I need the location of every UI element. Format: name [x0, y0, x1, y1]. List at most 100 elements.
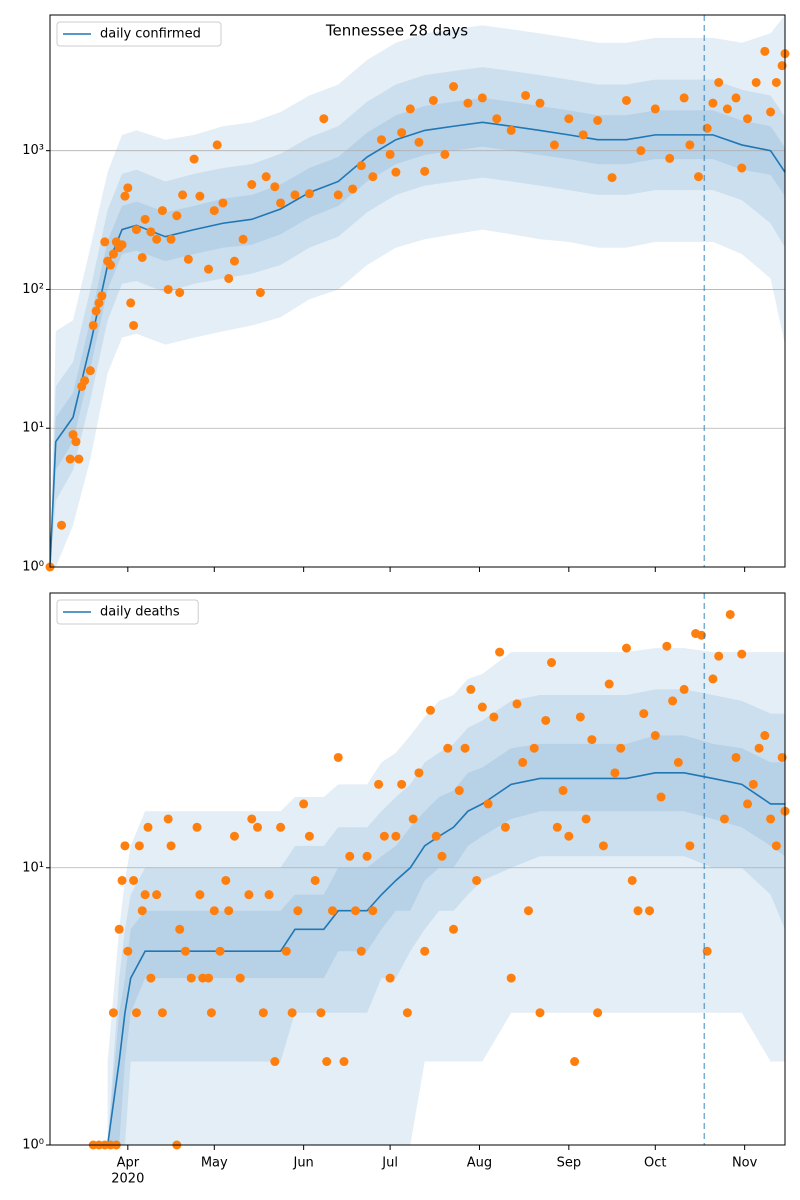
x-tick-label: Apr	[117, 1156, 140, 1171]
data-point	[117, 240, 127, 250]
data-point	[299, 799, 309, 809]
data-point	[108, 1008, 118, 1018]
data-point	[224, 273, 234, 283]
data-point	[80, 376, 90, 386]
y-tick-label: 10¹	[22, 860, 44, 875]
data-point	[304, 831, 314, 841]
data-point	[88, 320, 98, 330]
data-point	[71, 437, 81, 447]
data-point	[140, 890, 150, 900]
data-point	[604, 679, 614, 689]
data-point	[215, 946, 225, 956]
data-point	[743, 114, 753, 124]
data-point	[374, 779, 384, 789]
data-point	[100, 237, 110, 247]
data-point	[414, 768, 424, 778]
x-tick-label: Jul	[381, 1156, 398, 1171]
data-point	[247, 180, 257, 190]
data-point	[616, 743, 626, 753]
y-tick-label: 10¹	[22, 421, 44, 436]
uncertainty-band	[50, 15, 785, 567]
data-point	[466, 684, 476, 694]
data-point	[117, 875, 127, 885]
data-point	[238, 234, 248, 244]
data-point	[694, 172, 704, 182]
data-point	[152, 890, 162, 900]
data-point	[665, 153, 675, 163]
data-point	[356, 161, 366, 171]
data-point	[760, 46, 770, 56]
data-point	[777, 752, 787, 762]
data-point	[131, 225, 141, 235]
data-point	[276, 822, 286, 832]
data-point	[316, 1008, 326, 1018]
data-point	[212, 140, 222, 150]
data-point	[91, 306, 101, 316]
data-point	[771, 841, 781, 851]
data-point	[460, 743, 470, 753]
data-point	[74, 454, 84, 464]
data-point	[152, 234, 162, 244]
data-point	[731, 93, 741, 103]
legend-label: daily deaths	[100, 605, 180, 620]
data-point	[512, 699, 522, 709]
data-point	[186, 973, 196, 983]
data-point	[523, 906, 533, 916]
data-point	[276, 198, 286, 208]
data-point	[129, 875, 139, 885]
data-point	[68, 430, 78, 440]
data-point	[247, 814, 257, 824]
data-point	[345, 851, 355, 861]
data-point	[94, 298, 104, 308]
data-point	[549, 140, 559, 150]
data-point	[593, 116, 603, 126]
data-point	[397, 128, 407, 138]
data-point	[290, 190, 300, 200]
data-point	[397, 779, 407, 789]
data-point	[209, 906, 219, 916]
data-point	[454, 786, 464, 796]
data-point	[85, 366, 95, 376]
data-point	[385, 973, 395, 983]
data-point	[593, 1008, 603, 1018]
data-point	[322, 1057, 332, 1067]
data-point	[420, 946, 430, 956]
data-point	[114, 924, 124, 934]
data-point	[333, 190, 343, 200]
data-point	[163, 814, 173, 824]
data-point	[224, 906, 234, 916]
data-point	[722, 104, 732, 114]
data-point	[157, 1008, 167, 1018]
data-point	[731, 752, 741, 762]
data-point	[575, 712, 585, 722]
x-tick-label: Oct	[644, 1156, 666, 1171]
data-point	[748, 779, 758, 789]
data-point	[425, 705, 435, 715]
data-point	[570, 1057, 580, 1067]
data-point	[598, 841, 608, 851]
data-point	[766, 814, 776, 824]
data-point	[477, 702, 487, 712]
uncertainty-band	[107, 735, 786, 1145]
y-tick-label: 10⁰	[22, 560, 44, 575]
data-point	[391, 831, 401, 841]
data-point	[180, 946, 190, 956]
data-point	[645, 906, 655, 916]
data-point	[668, 696, 678, 706]
x-tick-label: May	[201, 1156, 228, 1171]
data-point	[304, 189, 314, 199]
data-point	[178, 190, 188, 200]
x-tick-label: Aug	[467, 1156, 492, 1171]
chart-title: Tennessee 28 days	[325, 22, 468, 40]
data-point	[771, 77, 781, 87]
data-point	[189, 154, 199, 164]
data-point	[120, 841, 130, 851]
data-point	[123, 183, 133, 193]
data-point	[500, 822, 510, 832]
data-point	[157, 206, 167, 216]
data-point	[518, 757, 528, 767]
data-point	[106, 260, 116, 270]
data-point	[137, 906, 147, 916]
data-point	[737, 649, 747, 659]
data-point	[656, 792, 666, 802]
